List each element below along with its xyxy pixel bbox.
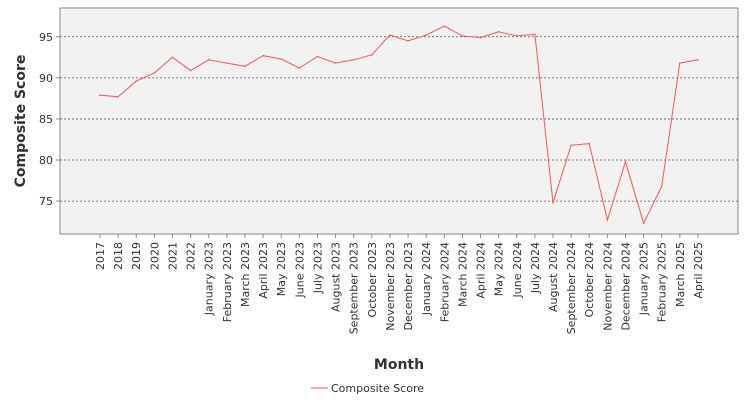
x-axis-ticks: 2017 2018 2019 2020 2021 2022 January 2023 Febr… bbox=[94, 234, 705, 334]
data-point bbox=[679, 62, 681, 64]
data-point bbox=[244, 65, 246, 68]
y-axis-ticks: 75 80 85 90 95 bbox=[39, 31, 60, 208]
x-tick-label: 2019 bbox=[130, 242, 143, 270]
data-point bbox=[316, 55, 319, 58]
x-tick-label: December 2023 bbox=[402, 242, 415, 331]
data-point bbox=[697, 58, 699, 61]
data-point bbox=[497, 31, 500, 33]
data-point bbox=[153, 72, 156, 74]
data-point bbox=[515, 35, 518, 37]
x-tick-label: January 2025 bbox=[638, 242, 651, 316]
x-tick-label: 2021 bbox=[166, 242, 179, 270]
data-point bbox=[534, 33, 536, 36]
x-tick-label: March 2025 bbox=[674, 242, 687, 307]
data-point bbox=[606, 219, 609, 221]
y-tick-label: 80 bbox=[39, 154, 53, 167]
x-tick-label: June 2024 bbox=[511, 242, 524, 298]
y-tick-label: 85 bbox=[39, 113, 53, 126]
data-point bbox=[189, 69, 192, 72]
data-point bbox=[479, 36, 482, 39]
x-tick-label: February 2024 bbox=[438, 242, 451, 322]
x-tick-label: May 2023 bbox=[275, 242, 288, 296]
data-point bbox=[642, 222, 645, 225]
data-point bbox=[461, 35, 464, 37]
data-point bbox=[135, 80, 138, 82]
y-tick-label: 90 bbox=[39, 72, 53, 85]
grid-lines bbox=[60, 36, 738, 202]
x-tick-label: September 2023 bbox=[348, 242, 361, 334]
data-point bbox=[226, 62, 228, 64]
series-points bbox=[99, 25, 699, 225]
data-point bbox=[624, 160, 627, 163]
data-point bbox=[262, 54, 264, 57]
data-point bbox=[334, 62, 337, 64]
data-point bbox=[207, 58, 210, 61]
x-tick-label: 2022 bbox=[185, 242, 198, 270]
legend-label: Composite Score bbox=[331, 382, 424, 395]
data-point bbox=[298, 67, 301, 69]
x-tick-label: April 2025 bbox=[692, 242, 705, 299]
x-tick-label: July 2023 bbox=[311, 242, 324, 294]
data-point bbox=[389, 34, 391, 36]
x-tick-label: 2017 bbox=[94, 242, 107, 270]
x-tick-label: January 2023 bbox=[203, 242, 216, 316]
y-tick-label: 75 bbox=[39, 195, 53, 208]
x-tick-label: April 2023 bbox=[257, 242, 270, 299]
x-tick-label: February 2025 bbox=[656, 242, 669, 322]
x-tick-label: March 2023 bbox=[239, 242, 252, 307]
x-tick-label: April 2024 bbox=[475, 242, 488, 299]
data-point bbox=[552, 201, 554, 204]
x-tick-label: March 2024 bbox=[456, 242, 469, 307]
data-point bbox=[352, 58, 355, 61]
data-point bbox=[425, 34, 427, 36]
x-tick-label: December 2024 bbox=[619, 242, 632, 331]
x-tick-label: September 2024 bbox=[565, 242, 578, 334]
data-point bbox=[99, 94, 101, 96]
legend: Composite Score bbox=[311, 382, 424, 395]
x-tick-label: July 2024 bbox=[529, 242, 542, 294]
data-point bbox=[171, 56, 174, 59]
plot-background bbox=[59, 7, 739, 235]
data-point bbox=[280, 58, 283, 60]
x-tick-label: May 2024 bbox=[493, 242, 506, 296]
data-point bbox=[371, 54, 373, 56]
data-point bbox=[588, 142, 591, 145]
x-tick-label: November 2023 bbox=[384, 242, 397, 331]
data-point bbox=[570, 144, 572, 147]
x-tick-label: November 2024 bbox=[601, 242, 614, 331]
series-line-composite-score bbox=[99, 25, 699, 225]
x-tick-label: February 2023 bbox=[221, 242, 234, 322]
x-axis-title: Month bbox=[374, 357, 424, 373]
x-tick-label: August 2024 bbox=[547, 242, 560, 312]
x-tick-label: 2020 bbox=[148, 242, 161, 270]
y-axis-title: Composite Score bbox=[13, 55, 29, 188]
data-point bbox=[117, 95, 119, 98]
x-tick-label: August 2023 bbox=[330, 242, 343, 312]
data-point bbox=[660, 185, 663, 188]
x-tick-label: 2018 bbox=[112, 242, 125, 270]
data-point bbox=[407, 40, 409, 42]
x-tick-label: January 2024 bbox=[420, 242, 433, 316]
data-point bbox=[443, 25, 446, 27]
y-tick-label: 95 bbox=[39, 31, 53, 44]
x-tick-label: June 2023 bbox=[293, 242, 306, 298]
x-tick-label: October 2024 bbox=[583, 242, 596, 318]
x-tick-label: October 2023 bbox=[366, 242, 379, 318]
